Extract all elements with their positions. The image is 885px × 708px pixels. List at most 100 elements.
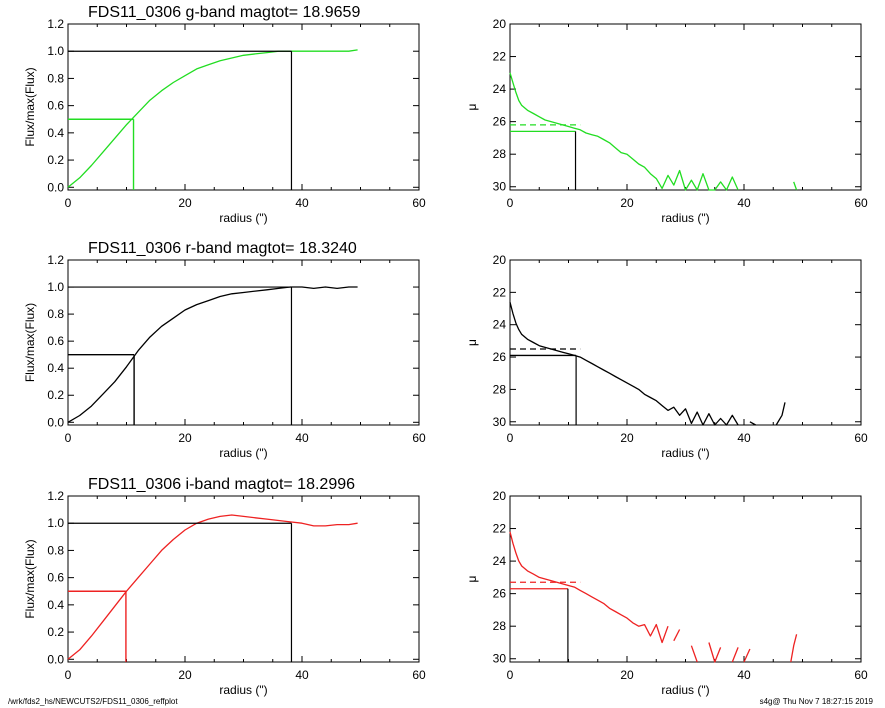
y-tick-label: 0.8 (47, 71, 64, 85)
y-tick-label: 1.0 (47, 44, 64, 58)
y-axis-label: Flux/max(Flux) (23, 303, 37, 382)
x-tick-label: 40 (295, 196, 309, 210)
y-tick-label: 20 (493, 489, 507, 503)
x-tick-label: 0 (65, 668, 72, 682)
x-tick-label: 40 (737, 196, 751, 210)
y-axis-label: Flux/max(Flux) (23, 67, 37, 146)
y-tick-label: 0.6 (47, 334, 64, 348)
series-line (673, 629, 681, 642)
chart-panel-4: 0 20 40 60 20 22 24 26 28 30 radius (") μ (465, 253, 868, 460)
series-line (67, 286, 358, 423)
y-tick-label: 22 (493, 50, 507, 64)
y-tick-label: 26 (493, 587, 507, 601)
y-tick-label: 0.6 (47, 571, 64, 585)
x-tick-label: 40 (737, 431, 751, 445)
y-tick-label: 0.0 (47, 652, 64, 666)
x-tick-label: 20 (620, 431, 634, 445)
plot-frame (67, 495, 420, 663)
series-line (509, 301, 739, 426)
series-line (509, 72, 739, 191)
chart-title: FDS11_0306 i-band magtot= 18.2996 (88, 476, 355, 493)
y-tick-label: 20 (493, 17, 507, 31)
y-tick-label: 0.2 (47, 625, 64, 639)
x-axis-label: radius (") (661, 211, 709, 225)
chart-panel-5: FDS11_0306 i-band magtot= 18.2996 0 20 40 60… (23, 476, 426, 697)
x-axis-label: radius (") (661, 683, 709, 697)
series-line (708, 642, 722, 663)
y-tick-label: 0.4 (47, 126, 64, 140)
y-axis-label: μ (465, 103, 479, 110)
series-line (690, 645, 698, 663)
series-line (775, 402, 786, 426)
series-line (743, 648, 751, 663)
x-tick-label: 20 (620, 668, 634, 682)
y-tick-label: 0.6 (47, 99, 64, 113)
y-tick-label: 0.2 (47, 388, 64, 402)
y-tick-label: 1.0 (47, 280, 64, 294)
x-tick-label: 0 (65, 196, 72, 210)
y-axis-label: μ (465, 575, 479, 582)
y-tick-label: 0.8 (47, 307, 64, 321)
y-tick-label: 24 (493, 318, 507, 332)
y-tick-label: 0.0 (47, 180, 64, 194)
x-tick-label: 0 (507, 668, 514, 682)
x-tick-label: 20 (178, 196, 192, 210)
y-tick-label: 0.0 (47, 415, 64, 429)
y-tick-label: 24 (493, 554, 507, 568)
x-tick-label: 60 (854, 431, 868, 445)
footer-timestamp: s4g@ Thu Nov 7 18:27:15 2019 (759, 697, 873, 706)
x-tick-label: 20 (178, 431, 192, 445)
y-axis-label: μ (465, 339, 479, 346)
y-axis-label: Flux/max(Flux) (23, 539, 37, 618)
series-line (790, 634, 798, 663)
chart-title: FDS11_0306 r-band magtot= 18.3240 (88, 240, 357, 257)
chart-panel-6: 0 20 40 60 20 22 24 26 28 30 radius (") μ (465, 489, 868, 697)
chart-panel-3: FDS11_0306 r-band magtot= 18.3240 0 20 40 60… (23, 240, 426, 460)
plot-frame (67, 23, 420, 191)
y-tick-label: 28 (493, 382, 507, 396)
y-tick-label: 0.4 (47, 361, 64, 375)
x-tick-label: 60 (412, 668, 426, 682)
x-tick-label: 20 (620, 196, 634, 210)
series-line (749, 421, 757, 426)
plot-frame (509, 259, 862, 426)
plot-frame (67, 259, 420, 426)
x-tick-label: 40 (295, 668, 309, 682)
y-tick-label: 30 (493, 652, 507, 666)
chart-title: FDS11_0306 g-band magtot= 18.9659 (88, 4, 360, 21)
series-line (793, 181, 798, 191)
plot-frame (509, 495, 862, 663)
y-tick-label: 26 (493, 350, 507, 364)
x-tick-label: 60 (854, 196, 868, 210)
y-tick-label: 26 (493, 115, 507, 129)
x-tick-label: 40 (295, 431, 309, 445)
series-line (67, 514, 358, 660)
series-line (731, 647, 739, 663)
x-axis-label: radius (") (219, 211, 267, 225)
y-tick-label: 30 (493, 415, 507, 429)
plot-frame (509, 23, 862, 191)
y-tick-label: 0.4 (47, 598, 64, 612)
y-tick-label: 28 (493, 619, 507, 633)
x-tick-label: 40 (737, 668, 751, 682)
y-tick-label: 30 (493, 180, 507, 194)
y-tick-label: 1.2 (47, 253, 64, 267)
x-tick-label: 60 (854, 668, 868, 682)
y-tick-label: 24 (493, 82, 507, 96)
y-tick-label: 0.8 (47, 543, 64, 557)
series-line (509, 531, 669, 644)
x-tick-label: 0 (507, 196, 514, 210)
chart-panel-1: FDS11_0306 g-band magtot= 18.9659 0 20 40 60… (23, 4, 426, 225)
footer-file-path: /wrk/fds2_hs/NEWCUTS2/FDS11_0306_reffplo… (8, 697, 178, 706)
x-axis-label: radius (") (661, 446, 709, 460)
y-tick-label: 28 (493, 147, 507, 161)
y-tick-label: 22 (493, 522, 507, 536)
x-axis-label: radius (") (219, 683, 267, 697)
x-axis-label: radius (") (219, 446, 267, 460)
y-tick-label: 20 (493, 253, 507, 267)
y-tick-label: 1.2 (47, 489, 64, 503)
y-tick-label: 22 (493, 285, 507, 299)
x-tick-label: 0 (507, 431, 514, 445)
x-tick-label: 60 (412, 431, 426, 445)
